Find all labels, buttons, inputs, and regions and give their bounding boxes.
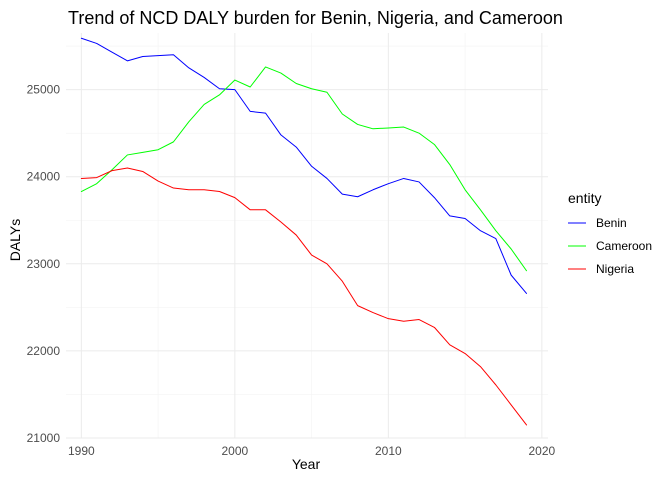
- series-lines: [80, 37, 528, 426]
- series-line-nigeria: [80, 167, 528, 426]
- legend: entity Benin Cameroon Nigeria: [568, 190, 652, 276]
- y-tick-label: 21000: [27, 431, 61, 445]
- x-axis-ticks: 1990 2000 2010 2020: [68, 444, 556, 458]
- x-tick-label: 2010: [375, 444, 402, 458]
- legend-label-cameroon: Cameroon: [596, 239, 652, 253]
- y-axis-title: DALYs: [7, 219, 23, 262]
- y-tick-label: 22000: [27, 344, 61, 358]
- series-line-cameroon: [80, 66, 528, 272]
- x-tick-label: 1990: [68, 444, 95, 458]
- y-tick-label: 24000: [27, 170, 61, 184]
- y-tick-label: 25000: [27, 83, 61, 97]
- chart-title: Trend of NCD DALY burden for Benin, Nige…: [68, 8, 563, 28]
- legend-items: Benin Cameroon Nigeria: [568, 216, 652, 276]
- grid: [66, 33, 548, 439]
- x-axis-title: Year: [292, 456, 321, 472]
- legend-label-nigeria: Nigeria: [596, 262, 634, 276]
- y-axis-ticks: 21000 22000 23000 24000 25000: [27, 83, 61, 445]
- series-line-benin: [80, 37, 528, 294]
- legend-label-benin: Benin: [596, 216, 627, 230]
- x-tick-label: 2000: [222, 444, 249, 458]
- legend-title: entity: [568, 190, 601, 206]
- y-tick-label: 23000: [27, 257, 61, 271]
- x-tick-label: 2020: [529, 444, 556, 458]
